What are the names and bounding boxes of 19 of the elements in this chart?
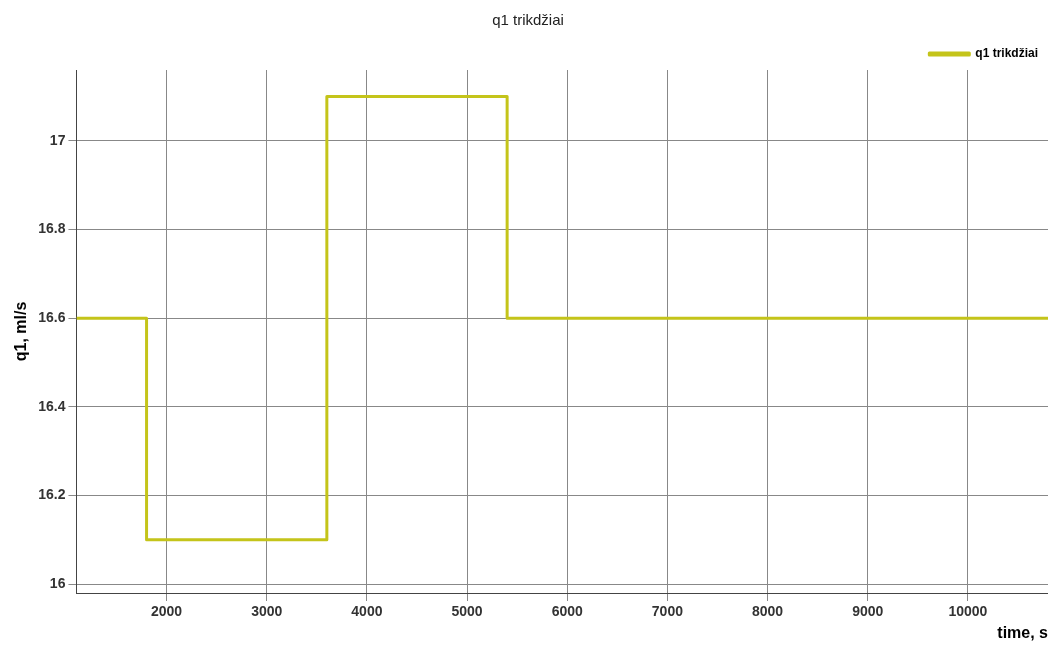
- y-tick-label: 17: [49, 131, 66, 148]
- y-tick-label: 16: [49, 574, 66, 591]
- x-tick-label: 2000: [151, 603, 183, 620]
- legend-label: q1 trikdžiai: [975, 46, 1038, 61]
- y-axis-title: q1, ml/s: [12, 301, 30, 362]
- x-tick-label: 5000: [451, 603, 483, 620]
- y-tick-label: 16.2: [38, 486, 66, 503]
- x-tick-label: 9000: [852, 603, 884, 620]
- y-tick-label: 16.8: [38, 220, 66, 237]
- chart-title: q1 trikdžiai: [492, 11, 564, 29]
- x-tick-label: 6000: [551, 603, 584, 620]
- y-tick-label: 16.6: [38, 309, 66, 326]
- x-axis-title: time, s: [997, 623, 1049, 641]
- x-tick-label: 10000: [948, 603, 988, 620]
- x-tick-label: 7000: [651, 603, 684, 620]
- x-tick-label: 8000: [751, 603, 784, 620]
- x-tick-label: 3000: [251, 603, 283, 620]
- x-tick-label: 4000: [351, 603, 383, 620]
- y-tick-label: 16.4: [38, 397, 66, 414]
